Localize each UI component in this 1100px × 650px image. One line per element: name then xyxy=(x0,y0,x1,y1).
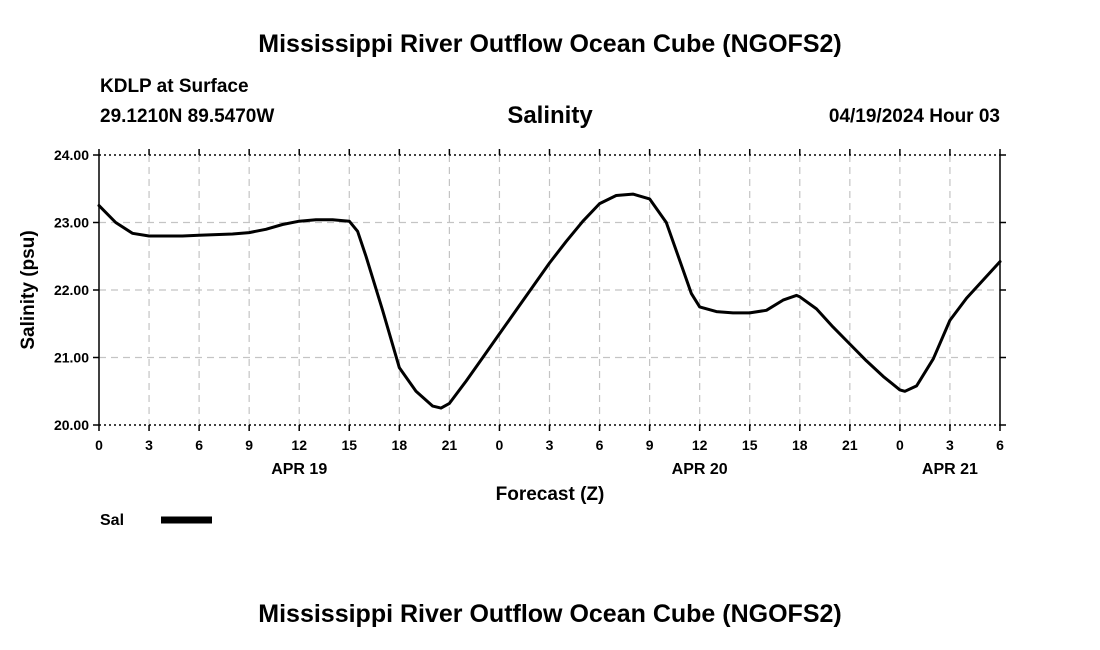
y-tick-label: 22.00 xyxy=(54,282,89,298)
series-line-sal xyxy=(97,192,1002,410)
x-axis-label: Forecast (Z) xyxy=(496,484,605,505)
y-tick-label: 23.00 xyxy=(54,215,89,231)
x-tick-label: 6 xyxy=(596,437,604,453)
x-tick-label: 9 xyxy=(245,437,253,453)
x-tick-label: 21 xyxy=(442,437,458,453)
date-label: APR 19 xyxy=(271,461,327,478)
x-tick-label: 18 xyxy=(392,437,408,453)
x-tick-label: 6 xyxy=(195,437,203,453)
date-label: APR 21 xyxy=(922,461,978,478)
footer-title: Mississippi River Outflow Ocean Cube (NG… xyxy=(258,600,842,628)
grid-lines xyxy=(99,155,1000,425)
plot-title: Salinity xyxy=(507,102,593,129)
x-tick-label: 0 xyxy=(95,437,103,453)
coordinates-label: 29.1210N 89.5470W xyxy=(100,106,275,127)
station-label: KDLP at Surface xyxy=(100,76,249,97)
x-tick-label: 21 xyxy=(842,437,858,453)
chart-title: Mississippi River Outflow Ocean Cube (NG… xyxy=(258,30,842,58)
x-tick-label: 6 xyxy=(996,437,1004,453)
y-tick-label: 20.00 xyxy=(54,417,89,433)
x-tick-label: 15 xyxy=(341,437,357,453)
datetime-label: 04/19/2024 Hour 03 xyxy=(828,106,1000,127)
axes: 0 3 6 9 12 15 18 21 0 3 6 9 12 15 18 21 0 3 6 20.00 21.00 22.… xyxy=(54,147,1006,478)
date-label: APR 20 xyxy=(672,461,728,478)
x-tick-label: 15 xyxy=(742,437,758,453)
x-tick-label: 18 xyxy=(792,437,808,453)
legend-label: Sal xyxy=(100,512,124,529)
x-tick-label: 9 xyxy=(646,437,654,453)
x-tick-label: 0 xyxy=(496,437,504,453)
x-tick-label: 3 xyxy=(145,437,153,453)
x-tick-label: 0 xyxy=(896,437,904,453)
y-axis-label: Salinity (psu) xyxy=(18,230,39,349)
x-tick-label: 12 xyxy=(692,437,708,453)
x-tick-label: 3 xyxy=(546,437,554,453)
y-tick-label: 24.00 xyxy=(54,147,89,163)
x-tick-label: 3 xyxy=(946,437,954,453)
series-layer xyxy=(97,192,1002,410)
x-tick-label: 12 xyxy=(291,437,307,453)
y-tick-label: 21.00 xyxy=(54,350,89,366)
